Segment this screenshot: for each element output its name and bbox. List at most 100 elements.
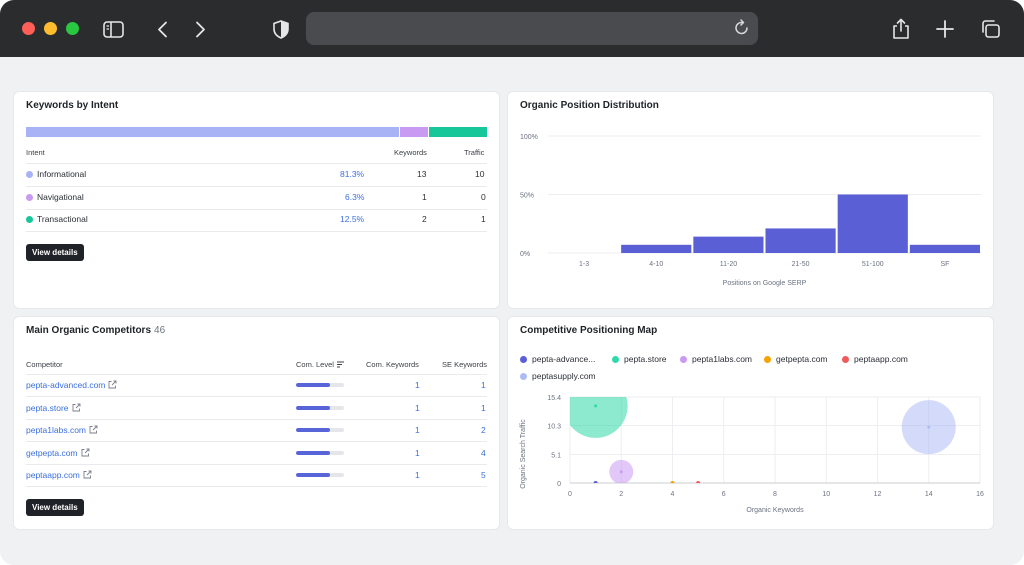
card-title: Keywords by Intent: [26, 100, 119, 111]
se-keywords-value[interactable]: 1: [481, 380, 486, 390]
reload-icon[interactable]: [734, 19, 750, 41]
se-keywords-value[interactable]: 2: [481, 425, 486, 436]
new-tab-icon[interactable]: [934, 14, 956, 44]
legend-item[interactable]: getpepta.com: [764, 354, 828, 364]
competition-level-fill: [296, 383, 330, 387]
x-tick-label: 8: [773, 491, 777, 498]
competition-level-bar: [296, 450, 344, 455]
intent-keywords[interactable]: 13: [417, 169, 427, 179]
view-details-button[interactable]: View details: [26, 244, 84, 261]
share-icon[interactable]: [890, 14, 912, 44]
x-tick-label: 4: [671, 491, 675, 498]
legend-label: getpepta.com: [776, 354, 828, 364]
tab-overview-icon[interactable]: [978, 14, 1002, 44]
bubble[interactable]: [593, 481, 598, 485]
positioning-map-chart: 0 2 4 6 8 10 12 14 16 0 5.1 10.3 15.4 Organic Keyword…: [520, 374, 984, 514]
legend-item[interactable]: pepta-advance...: [520, 354, 595, 364]
se-keywords-value[interactable]: 5: [481, 470, 486, 481]
bubble[interactable]: [670, 481, 675, 485]
bar[interactable]: [909, 244, 980, 253]
legend-dot-icon: [612, 355, 619, 363]
common-keywords-value[interactable]: 1: [415, 447, 420, 458]
x-tick-label: 51-100: [862, 261, 884, 268]
x-axis-label: Positions on Google SERP: [723, 280, 807, 287]
bubble[interactable]: [696, 481, 701, 485]
y-axis-label: Organic Search Traffic: [520, 419, 527, 489]
intent-segment-navigational: [400, 127, 429, 137]
forward-icon[interactable]: [192, 14, 208, 44]
shield-icon[interactable]: [272, 14, 290, 44]
x-tick-label: 10: [822, 491, 830, 498]
bubble-center: [619, 470, 623, 474]
intent-keywords[interactable]: 1: [422, 192, 427, 202]
competition-level-bar: [296, 383, 344, 387]
x-tick-label: 14: [925, 491, 933, 498]
y-tick-label: 0: [557, 481, 561, 488]
common-keywords-value[interactable]: 1: [415, 470, 420, 481]
bubble-center: [594, 404, 598, 408]
legend-dot-icon: [764, 355, 771, 363]
back-icon[interactable]: [154, 14, 170, 44]
column-header-com-level[interactable]: Com. Level: [296, 360, 344, 370]
column-header-com-keywords[interactable]: Com. Keywords: [366, 360, 419, 369]
y-tick-label: 50%: [520, 193, 534, 200]
common-keywords-value[interactable]: 1: [415, 380, 420, 390]
external-link-icon[interactable]: [83, 470, 92, 481]
column-header-keywords[interactable]: Keywords: [394, 148, 427, 157]
y-tick-label: 15.4: [547, 395, 561, 402]
x-tick-label: 21-50: [792, 261, 810, 268]
intent-percent[interactable]: 12.5%: [340, 214, 365, 224]
bubble[interactable]: [564, 374, 628, 438]
common-keywords-value[interactable]: 1: [415, 402, 420, 413]
intent-traffic[interactable]: 1: [481, 214, 486, 224]
column-header-intent: Intent: [26, 148, 45, 157]
competitor-domain-link[interactable]: pepta-advanced.com: [26, 380, 117, 391]
column-header-traffic[interactable]: Traffic: [464, 148, 485, 157]
bar[interactable]: [837, 194, 908, 254]
divider: [26, 374, 487, 375]
x-tick-label: 11-20: [720, 261, 737, 268]
legend-label: pepta.store: [624, 354, 667, 364]
address-bar[interactable]: [306, 12, 758, 45]
competition-level-bar: [296, 405, 344, 410]
bar[interactable]: [765, 228, 836, 253]
competitor-domain-link[interactable]: peptaapp.com: [26, 470, 92, 481]
sidebar-icon[interactable]: [102, 14, 124, 44]
competitor-domain-link[interactable]: pepta1labs.com: [26, 425, 98, 436]
intent-traffic[interactable]: 10: [475, 169, 485, 179]
legend-item[interactable]: pepta1labs.com: [680, 354, 752, 364]
position-distribution-chart: 100% 50% 0% 1-3 4-10 11-20 21-50 51-100 SF Positi…: [520, 134, 981, 287]
intent-traffic[interactable]: 0: [481, 192, 486, 202]
legend-item[interactable]: peptaapp.com: [842, 354, 908, 364]
divider: [26, 186, 487, 187]
competitor-domain-link[interactable]: getpepta.com: [26, 448, 90, 459]
zoom-window-button[interactable]: [66, 22, 79, 35]
intent-percent[interactable]: 81.3%: [340, 169, 365, 179]
card-title: Organic Position Distribution: [520, 100, 659, 111]
x-tick-label: 1-3: [579, 261, 589, 268]
close-window-button[interactable]: [22, 22, 35, 35]
x-tick-label: 16: [976, 491, 984, 498]
column-header-competitor: Competitor: [26, 360, 63, 369]
competitor-domain-link[interactable]: pepta.store: [26, 403, 81, 414]
external-link-icon[interactable]: [72, 403, 81, 414]
column-header-se-keywords[interactable]: SE Keywords: [442, 360, 488, 369]
x-tick-label: 4-10: [649, 261, 663, 268]
sort-icon[interactable]: [336, 361, 344, 370]
bar[interactable]: [693, 236, 764, 253]
bar[interactable]: [621, 244, 692, 253]
legend-item[interactable]: pepta.store: [612, 354, 667, 364]
se-keywords-value[interactable]: 1: [481, 402, 486, 413]
intent-name: Navigational: [26, 192, 84, 202]
intent-keywords[interactable]: 2: [422, 214, 427, 224]
common-keywords-value[interactable]: 1: [415, 425, 420, 436]
external-link-icon[interactable]: [81, 448, 90, 459]
se-keywords-value[interactable]: 4: [481, 447, 486, 458]
external-link-icon[interactable]: [108, 380, 117, 391]
external-link-icon[interactable]: [89, 425, 98, 436]
intent-percent[interactable]: 6.3%: [345, 192, 365, 202]
minimize-window-button[interactable]: [44, 22, 57, 35]
legend-item[interactable]: peptasupply.com: [520, 371, 596, 381]
view-details-button[interactable]: View details: [26, 499, 84, 516]
